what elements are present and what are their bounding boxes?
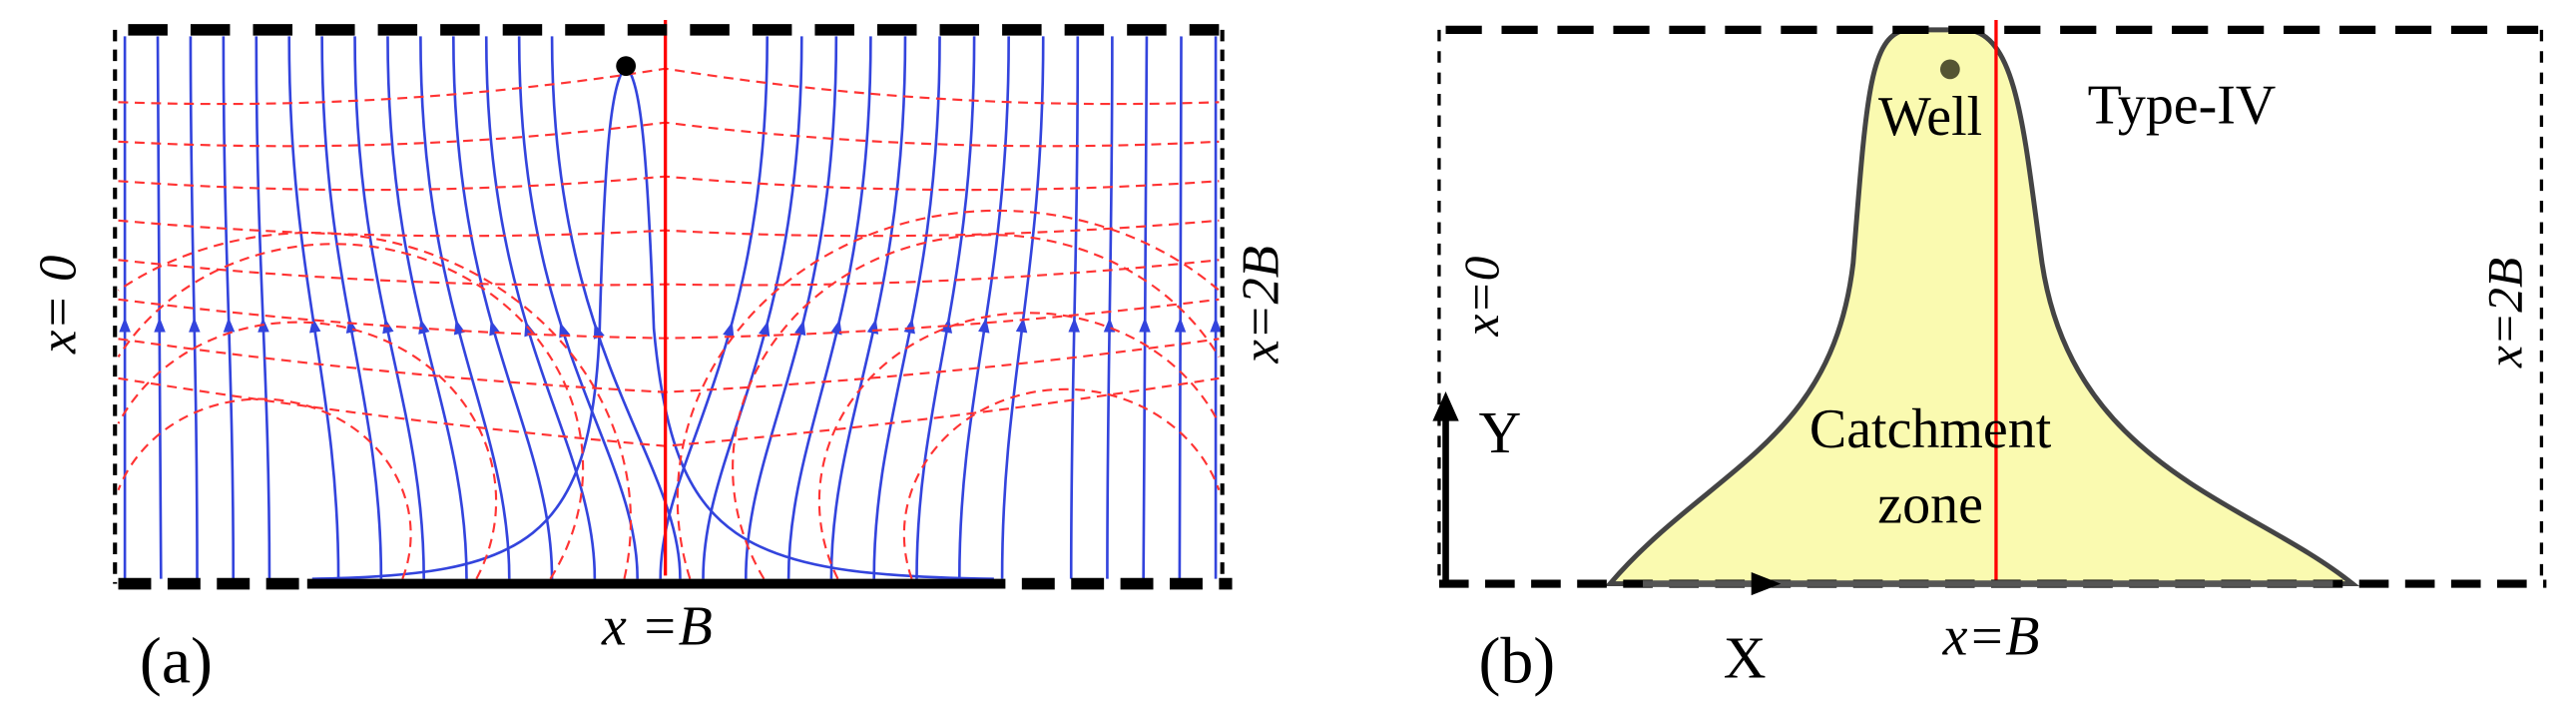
- equipotential: [118, 259, 1220, 287]
- equipotential: [117, 321, 498, 580]
- y-axis-label: Y: [1478, 399, 1521, 465]
- right-label: x=2B: [1233, 246, 1290, 364]
- flow-arrow: [723, 322, 735, 338]
- flow-arrow: [1174, 317, 1187, 333]
- streamline: [1106, 36, 1114, 579]
- streamline: [1178, 36, 1183, 579]
- equipotential: [118, 175, 1220, 192]
- streamline: [353, 36, 425, 579]
- equipotential: [117, 397, 412, 580]
- flow-arrow: [903, 318, 915, 335]
- streamline: [915, 36, 976, 579]
- panel-label: (b): [1478, 624, 1555, 697]
- streamline: [702, 36, 803, 579]
- streamline: [255, 36, 271, 579]
- streamline: [1069, 36, 1080, 579]
- flow-arrow: [1068, 317, 1080, 333]
- equipotential: [817, 312, 1221, 580]
- flow-arrow: [453, 319, 466, 336]
- flow-arrow: [223, 317, 236, 333]
- streamline: [189, 36, 199, 579]
- streamline: [386, 36, 468, 579]
- flow-arrow: [1139, 317, 1151, 333]
- streamline: [872, 36, 941, 579]
- panel-b: Well Type-IV Catchment zone Y X (b) x=B …: [1432, 19, 2547, 697]
- well: [616, 56, 637, 76]
- equipotential: [118, 121, 1220, 148]
- equipotential: [118, 376, 1220, 447]
- x-axis-label: X: [1724, 624, 1767, 690]
- x-arrow-head: [1751, 572, 1782, 596]
- streamline: [222, 36, 236, 579]
- zone-label: zone: [1877, 474, 1983, 536]
- streamlines: [119, 36, 1222, 580]
- bottom-label: x=B: [1942, 605, 2040, 667]
- type-label: Type-IV: [2088, 75, 2277, 137]
- bottom-label: x =B: [601, 595, 713, 657]
- streamline: [550, 36, 682, 579]
- flow-arrow: [418, 319, 430, 335]
- flow-arrow: [119, 317, 131, 333]
- streamline: [829, 36, 907, 579]
- flow-arrow: [978, 318, 990, 334]
- equipotential: [117, 231, 632, 579]
- well-label: Well: [1878, 86, 1982, 148]
- streamline: [156, 36, 163, 579]
- well: [1939, 59, 1960, 80]
- equipotential: [118, 67, 1220, 106]
- streamline: [786, 36, 872, 579]
- streamline: [451, 36, 554, 579]
- streamline: [517, 36, 639, 579]
- equipotential: [117, 243, 585, 580]
- panel-label: (a): [140, 624, 213, 697]
- flow-arrow: [759, 321, 771, 338]
- streamline: [419, 36, 511, 579]
- equipotential: [118, 298, 1220, 340]
- flow-arrow: [830, 319, 842, 336]
- y-arrow-head: [1432, 390, 1459, 421]
- flow-arrow: [559, 322, 571, 339]
- streamline: [625, 65, 994, 580]
- streamline: [744, 36, 838, 579]
- flow-arrow: [1210, 317, 1222, 333]
- flow-arrow: [189, 317, 201, 333]
- flow-arrow: [309, 317, 321, 334]
- left-label: x=0: [1454, 256, 1509, 337]
- streamline: [484, 36, 597, 579]
- equipotentials: [117, 67, 1221, 580]
- equipotential: [902, 387, 1221, 579]
- panel-a: (a) x =B x= 0 x=2B: [30, 19, 1290, 697]
- equipotential: [118, 338, 1220, 393]
- zone-label: Catchment: [1809, 398, 2052, 460]
- streamline: [1142, 36, 1149, 579]
- streamline: [957, 36, 1010, 579]
- streamline: [287, 36, 340, 579]
- streamline: [311, 65, 628, 580]
- right-label: x=2B: [2478, 258, 2533, 368]
- flow-arrow: [154, 317, 166, 333]
- streamline: [1000, 36, 1045, 579]
- flow-arrow: [1015, 317, 1028, 334]
- flow-arrow: [794, 320, 806, 337]
- equipotential: [676, 209, 1221, 579]
- left-label: x= 0: [30, 256, 88, 355]
- streamline: [320, 36, 383, 579]
